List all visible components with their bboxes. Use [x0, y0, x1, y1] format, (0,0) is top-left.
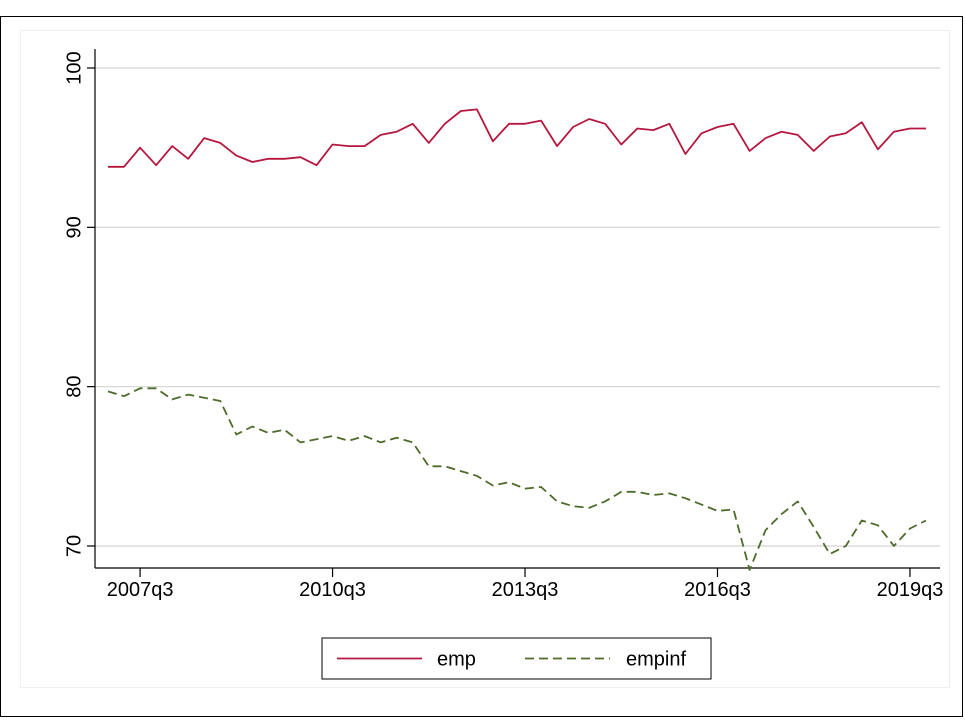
y-tick-label-90: 90 — [63, 216, 85, 238]
legend-label-emp: emp — [437, 649, 476, 671]
y-tick-label-80: 80 — [63, 376, 85, 398]
x-tick-label-2010q3: 2010q3 — [299, 579, 366, 601]
axes: 70 80 90 100 2007q3 2010q3 2013q3 2016q3 2019q3 — [63, 49, 943, 601]
series-lines — [107, 108, 927, 571]
legend: emp empinf — [321, 637, 712, 680]
x-tick-label-2007q3: 2007q3 — [107, 579, 174, 601]
y-tick-label-70: 70 — [63, 535, 85, 557]
legend-label-empinf: empinf — [626, 649, 686, 671]
x-tick-label-2016q3: 2016q3 — [684, 579, 751, 601]
plot-area — [95, 49, 940, 568]
y-tick-label-100: 100 — [63, 51, 85, 84]
series-line-emp — [108, 108, 926, 168]
grid-lines — [95, 49, 940, 568]
x-tick-label-2013q3: 2013q3 — [492, 579, 559, 601]
x-tick-label-2019q3: 2019q3 — [877, 579, 944, 601]
series-line-empinf — [107, 387, 927, 571]
